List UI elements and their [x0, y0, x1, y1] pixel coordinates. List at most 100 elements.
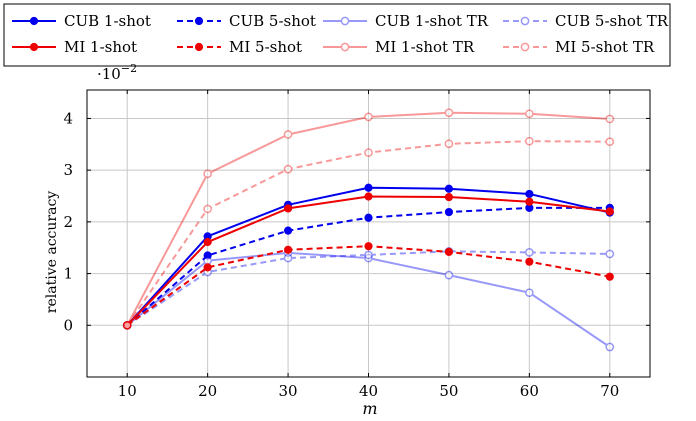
y-axis-multiplier-exponent: −2 — [121, 62, 137, 75]
y-tick-label: 1 — [63, 265, 73, 283]
y-tick-label: 3 — [63, 161, 73, 179]
x-tick-label: 70 — [600, 382, 619, 400]
legend-swatch-marker — [29, 16, 39, 26]
legend-label: MI 1-shot TR — [375, 38, 475, 56]
legend-swatch — [503, 42, 547, 52]
data-point — [444, 192, 454, 202]
data-point — [605, 272, 614, 281]
data-point — [122, 320, 132, 330]
y-tick-label: 4 — [63, 109, 73, 127]
data-point — [203, 256, 212, 265]
data-point — [283, 245, 293, 254]
data-point — [444, 247, 454, 256]
series-mi-5-shot-tr — [122, 136, 615, 330]
data-point — [605, 249, 615, 259]
y-axis-multiplier-base: ·10 — [97, 65, 121, 83]
data-point — [283, 253, 293, 263]
data-point — [122, 320, 132, 330]
data-point — [444, 184, 454, 193]
data-point — [283, 130, 293, 139]
x-tick-label: 30 — [279, 382, 298, 400]
x-tick-label: 40 — [359, 382, 378, 400]
data-point — [364, 242, 373, 251]
legend-item: CUB 1-shot TR — [323, 12, 489, 30]
data-point — [525, 248, 534, 257]
y-axis-multiplier: ·10−2 — [97, 62, 137, 83]
data-point — [203, 204, 212, 214]
data-point — [525, 189, 534, 199]
data-point — [525, 136, 534, 146]
legend-label: CUB 5-shot TR — [555, 12, 669, 30]
legend-item: MI 1-shot TR — [323, 38, 475, 56]
legend-swatch-marker — [340, 42, 350, 52]
legend-label: CUB 1-shot — [64, 12, 151, 30]
legend-label: MI 5-shot TR — [555, 38, 655, 56]
data-point — [605, 137, 615, 147]
y-tick-label: 0 — [63, 316, 73, 334]
data-point — [605, 207, 614, 216]
data-point — [525, 257, 534, 266]
data-point — [203, 169, 212, 179]
series-mi-1-shot-tr — [122, 108, 615, 330]
legend-swatch-marker — [520, 16, 530, 26]
x-tick-label: 20 — [198, 382, 217, 400]
legend-swatch — [177, 16, 221, 26]
x-tick-label: 10 — [118, 382, 137, 400]
data-point — [123, 321, 132, 330]
legend-label: CUB 5-shot — [229, 12, 316, 30]
data-point — [364, 148, 373, 157]
legend-swatch — [12, 16, 56, 26]
legend-swatch — [12, 42, 56, 52]
legend-swatch — [323, 42, 367, 52]
data-point — [203, 263, 212, 272]
data-point — [444, 108, 454, 118]
x-tick-label: 50 — [439, 382, 458, 400]
legend-swatch-marker — [194, 16, 204, 26]
legend-label: MI 5-shot — [229, 38, 302, 56]
legend-label: CUB 1-shot TR — [375, 12, 489, 30]
legend-swatch-marker — [340, 16, 350, 26]
x-tick-label: 60 — [520, 382, 539, 400]
y-axis-label: relative accuracy — [44, 191, 60, 313]
data-point — [364, 253, 373, 263]
y-tick-label: 2 — [63, 213, 73, 231]
data-point — [525, 109, 534, 119]
legend-swatch-marker — [194, 42, 204, 52]
data-point — [605, 342, 615, 352]
data-point — [364, 250, 373, 260]
x-axis-label: m — [362, 399, 377, 418]
data-point — [283, 226, 293, 235]
data-point — [283, 164, 293, 174]
data-point — [444, 207, 454, 217]
legend-swatch — [503, 16, 547, 26]
grid — [87, 90, 650, 377]
data-point — [364, 112, 373, 122]
axis-ticks: 10 20 30 40 50 60 70 0 1 2 3 4 — [63, 90, 650, 400]
series-line — [126, 111, 610, 326]
data-point — [525, 197, 534, 206]
legend-item: MI 5-shot TR — [503, 38, 655, 56]
data-point — [525, 288, 534, 298]
series-mi-5-shot — [123, 242, 614, 330]
legend-item: CUB 1-shot — [12, 12, 151, 30]
legend-item: CUB 5-shot — [177, 12, 316, 30]
legend-swatch — [177, 42, 221, 52]
data-point — [605, 114, 615, 124]
legend-swatch-marker — [520, 42, 530, 52]
legend-swatch — [323, 16, 367, 26]
data-point — [364, 213, 373, 222]
data-point — [364, 183, 373, 192]
series-line — [126, 251, 611, 348]
legend-item: CUB 5-shot TR — [503, 12, 669, 30]
data-point — [203, 237, 212, 247]
series-layer — [122, 108, 615, 352]
data-point — [203, 251, 212, 260]
legend-item: MI 5-shot — [177, 38, 302, 56]
data-point — [364, 192, 373, 201]
legend-item: MI 1-shot — [12, 38, 137, 56]
series-line — [126, 140, 610, 326]
data-point — [444, 270, 454, 280]
legend: CUB 1-shot CUB 5-shot CUB 1-shot TR CUB 5-s… — [3, 3, 671, 67]
data-point — [283, 204, 293, 213]
